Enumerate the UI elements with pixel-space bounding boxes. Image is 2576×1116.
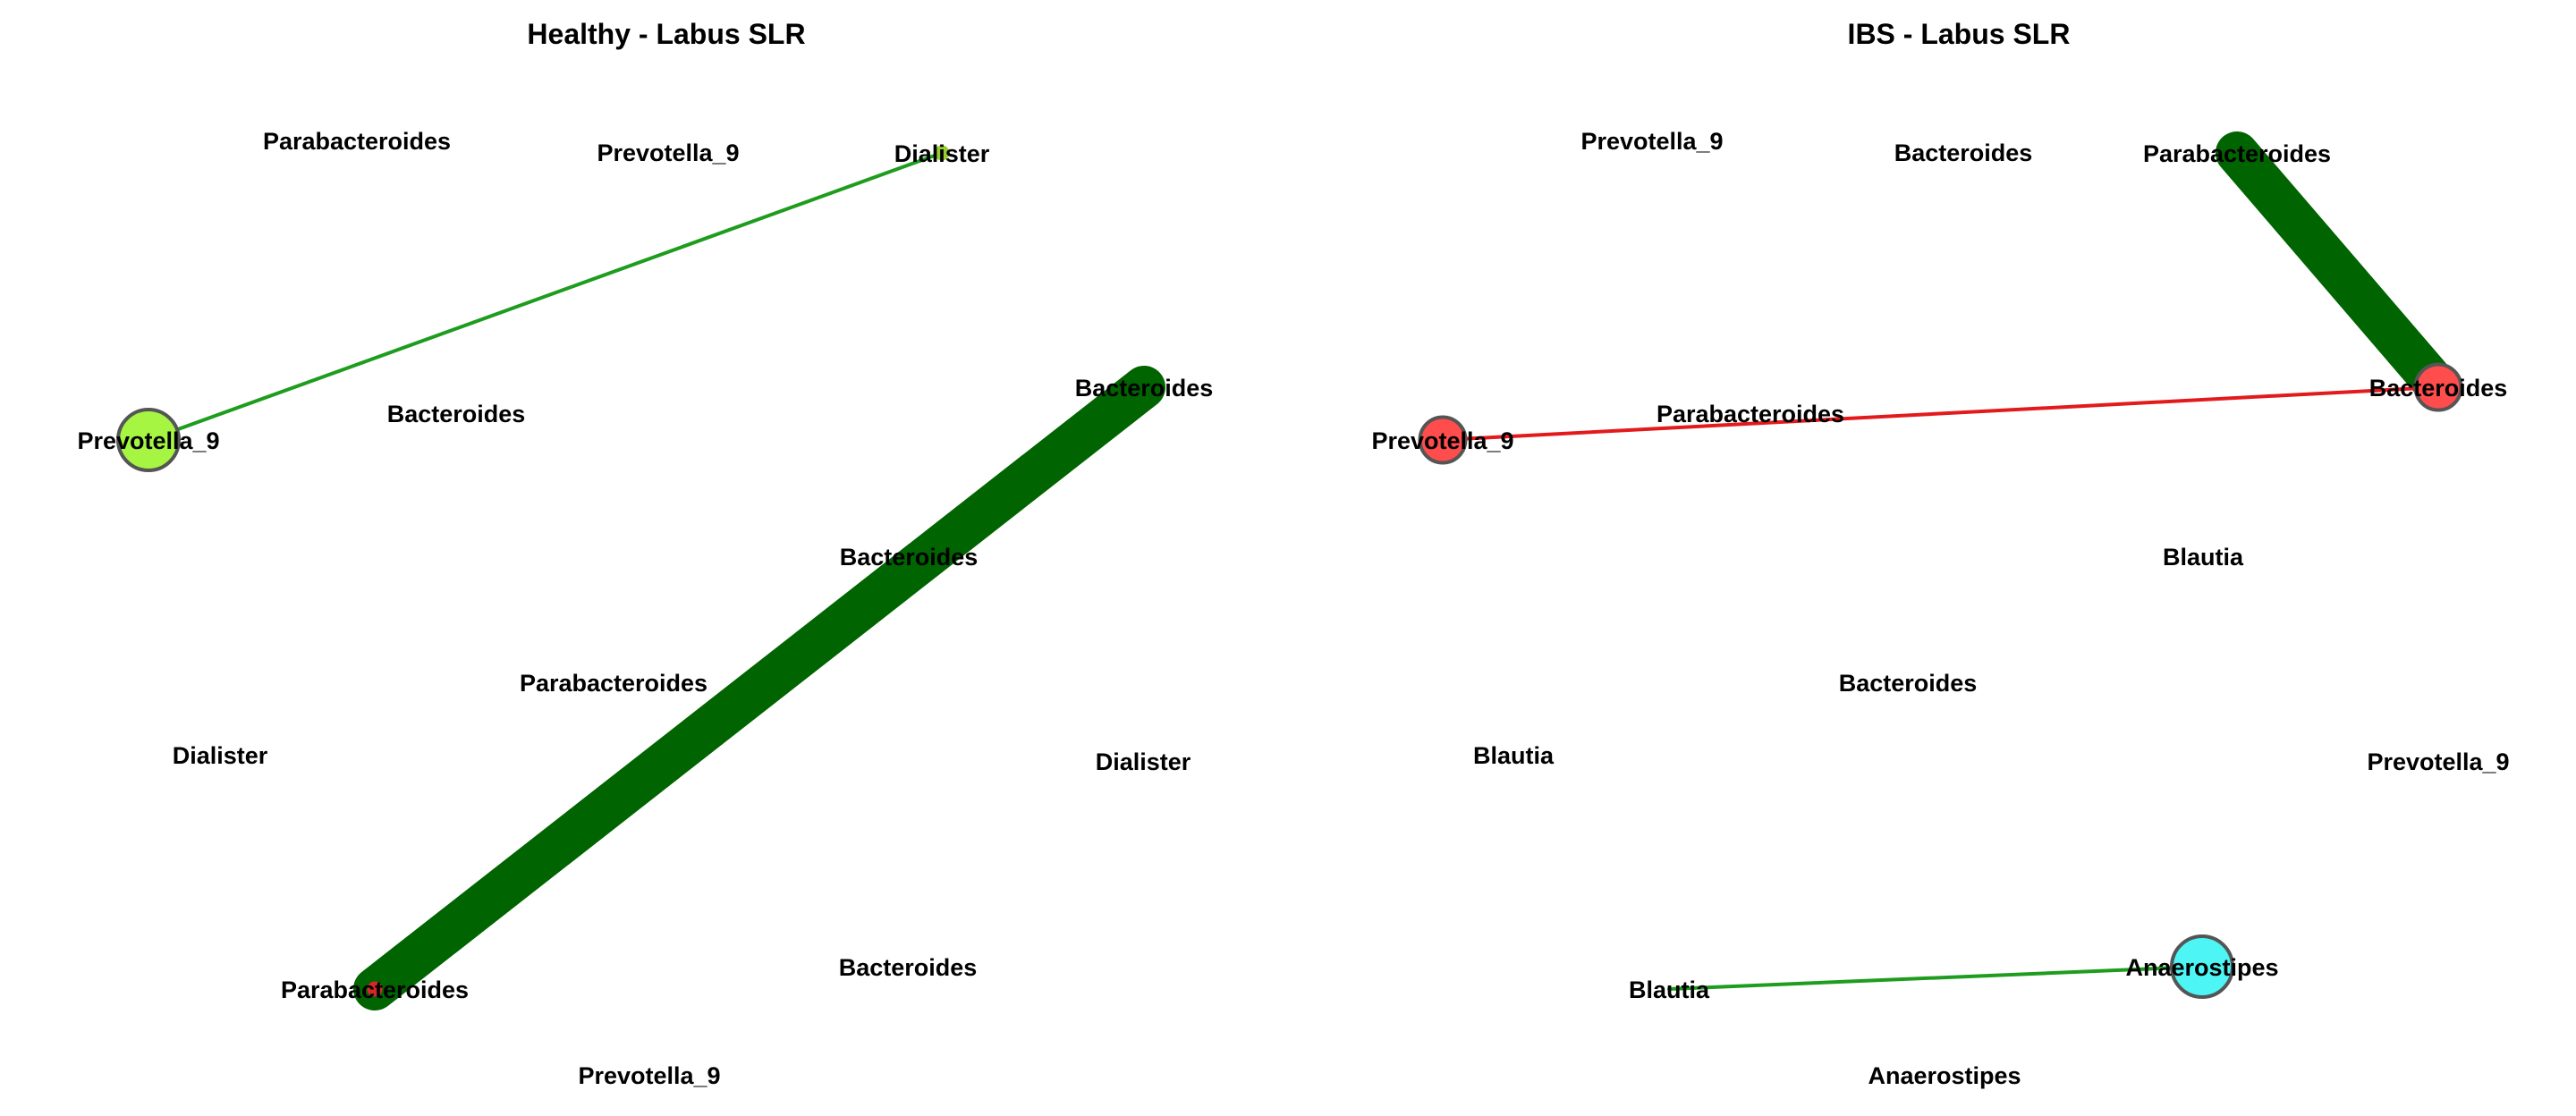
node-label: Parabacteroides [263, 128, 451, 155]
node-label: Bacteroides [2369, 375, 2508, 402]
network-edge [353, 366, 1165, 1010]
labels-ibs: Prevotella_9 Bacteroides Parabacteroides Ba… [1371, 128, 2509, 1089]
node-label: Prevotella_9 [2367, 748, 2509, 775]
node-label: Parabacteroides [520, 670, 708, 697]
node-label: Blautia [1629, 976, 1710, 1003]
node-label: Blautia [2163, 544, 2244, 571]
node-label: Blautia [1473, 742, 1555, 769]
node-label: Anaerostipes [2125, 954, 2278, 981]
node-label: Bacteroides [1839, 670, 1978, 697]
node-label: Prevotella_9 [77, 427, 219, 454]
node-label: Parabacteroides [1657, 401, 1844, 427]
network-edge [147, 151, 944, 442]
network-node [116, 408, 181, 472]
node-label: Bacteroides [840, 544, 979, 571]
network-edge [1667, 965, 2204, 991]
nodes-healthy [116, 145, 1152, 997]
node-label: Dialister [894, 140, 990, 167]
panel-healthy: Healthy - Labus SLR Parabacteroides Prevo… [77, 18, 1213, 1089]
panel-title-healthy: Healthy - Labus SLR [527, 18, 805, 50]
node-label: Dialister [1096, 748, 1191, 775]
network-node [2413, 362, 2463, 412]
node-label: Dialister [173, 742, 268, 769]
network-edge [1441, 385, 2440, 442]
node-label: Bacteroides [839, 954, 978, 981]
node-label: Parabacteroides [281, 976, 469, 1003]
node-label: Prevotella_9 [1371, 427, 1513, 454]
network-node [2170, 934, 2234, 999]
node-label: Anaerostipes [1868, 1062, 2021, 1089]
network-node [367, 981, 383, 997]
panel-title-ibs: IBS - Labus SLR [1848, 18, 2071, 50]
network-edge [2216, 131, 2460, 409]
network-node [1418, 415, 1468, 465]
node-label: Bacteroides [1894, 140, 2033, 166]
node-label: Parabacteroides [2143, 140, 2331, 167]
node-label: Bacteroides [1075, 375, 1214, 402]
network-node [934, 145, 950, 161]
edges-healthy [147, 151, 1165, 1010]
labels-healthy: Parabacteroides Prevotella_9 Dialister Prev… [77, 128, 1213, 1089]
network-node [1136, 379, 1152, 395]
network-node [2229, 145, 2245, 161]
node-label: Prevotella_9 [597, 140, 739, 166]
panel-ibs: IBS - Labus SLR Prevotella_9 Bacteroides P… [1371, 18, 2509, 1089]
node-label: Prevotella_9 [578, 1062, 720, 1089]
edges-ibs [1441, 131, 2460, 991]
node-label: Prevotella_9 [1580, 128, 1723, 155]
node-label: Bacteroides [387, 401, 526, 427]
nodes-ibs [1418, 145, 2463, 999]
